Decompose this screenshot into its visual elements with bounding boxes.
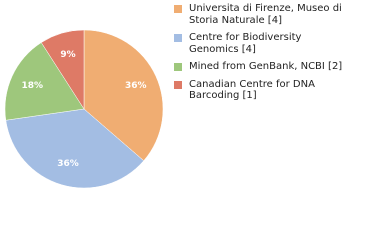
legend-label: Canadian Centre for DNA Barcoding [1]	[189, 78, 315, 102]
legend: Universita di Firenze, Museo di Storia N…	[174, 3, 350, 108]
slice-label: 18%	[21, 81, 43, 91]
legend-swatch	[174, 34, 182, 42]
legend-swatch	[174, 5, 182, 13]
pie-slice	[40, 29, 85, 110]
slice-label: 9%	[60, 50, 75, 60]
legend-entry: Centre for Biodiversity Genomics [4]	[174, 32, 350, 55]
legend-label: Universita di Firenze, Museo di Storia N…	[189, 3, 342, 26]
legend-label: Mined from GenBank, NCBI [2]	[189, 61, 343, 72]
legend-swatch	[174, 80, 182, 89]
slice-label: 36%	[57, 159, 79, 169]
pie-slice	[5, 108, 145, 189]
legend-swatch	[174, 63, 182, 71]
pie-slice	[83, 29, 164, 162]
slice-label: 36%	[125, 81, 147, 91]
legend-label: Centre for Biodiversity Genomics [4]	[189, 32, 302, 55]
legend-entry: Mined from GenBank, NCBI [2]	[174, 61, 350, 73]
legend-entry: Universita di Firenze, Museo di Storia N…	[174, 3, 350, 26]
legend-entry: Canadian Centre for DNA Barcoding [1]	[174, 79, 350, 102]
pie-chart: 36% 36% 18% 9%	[4, 29, 164, 189]
pie-slice	[4, 42, 85, 121]
